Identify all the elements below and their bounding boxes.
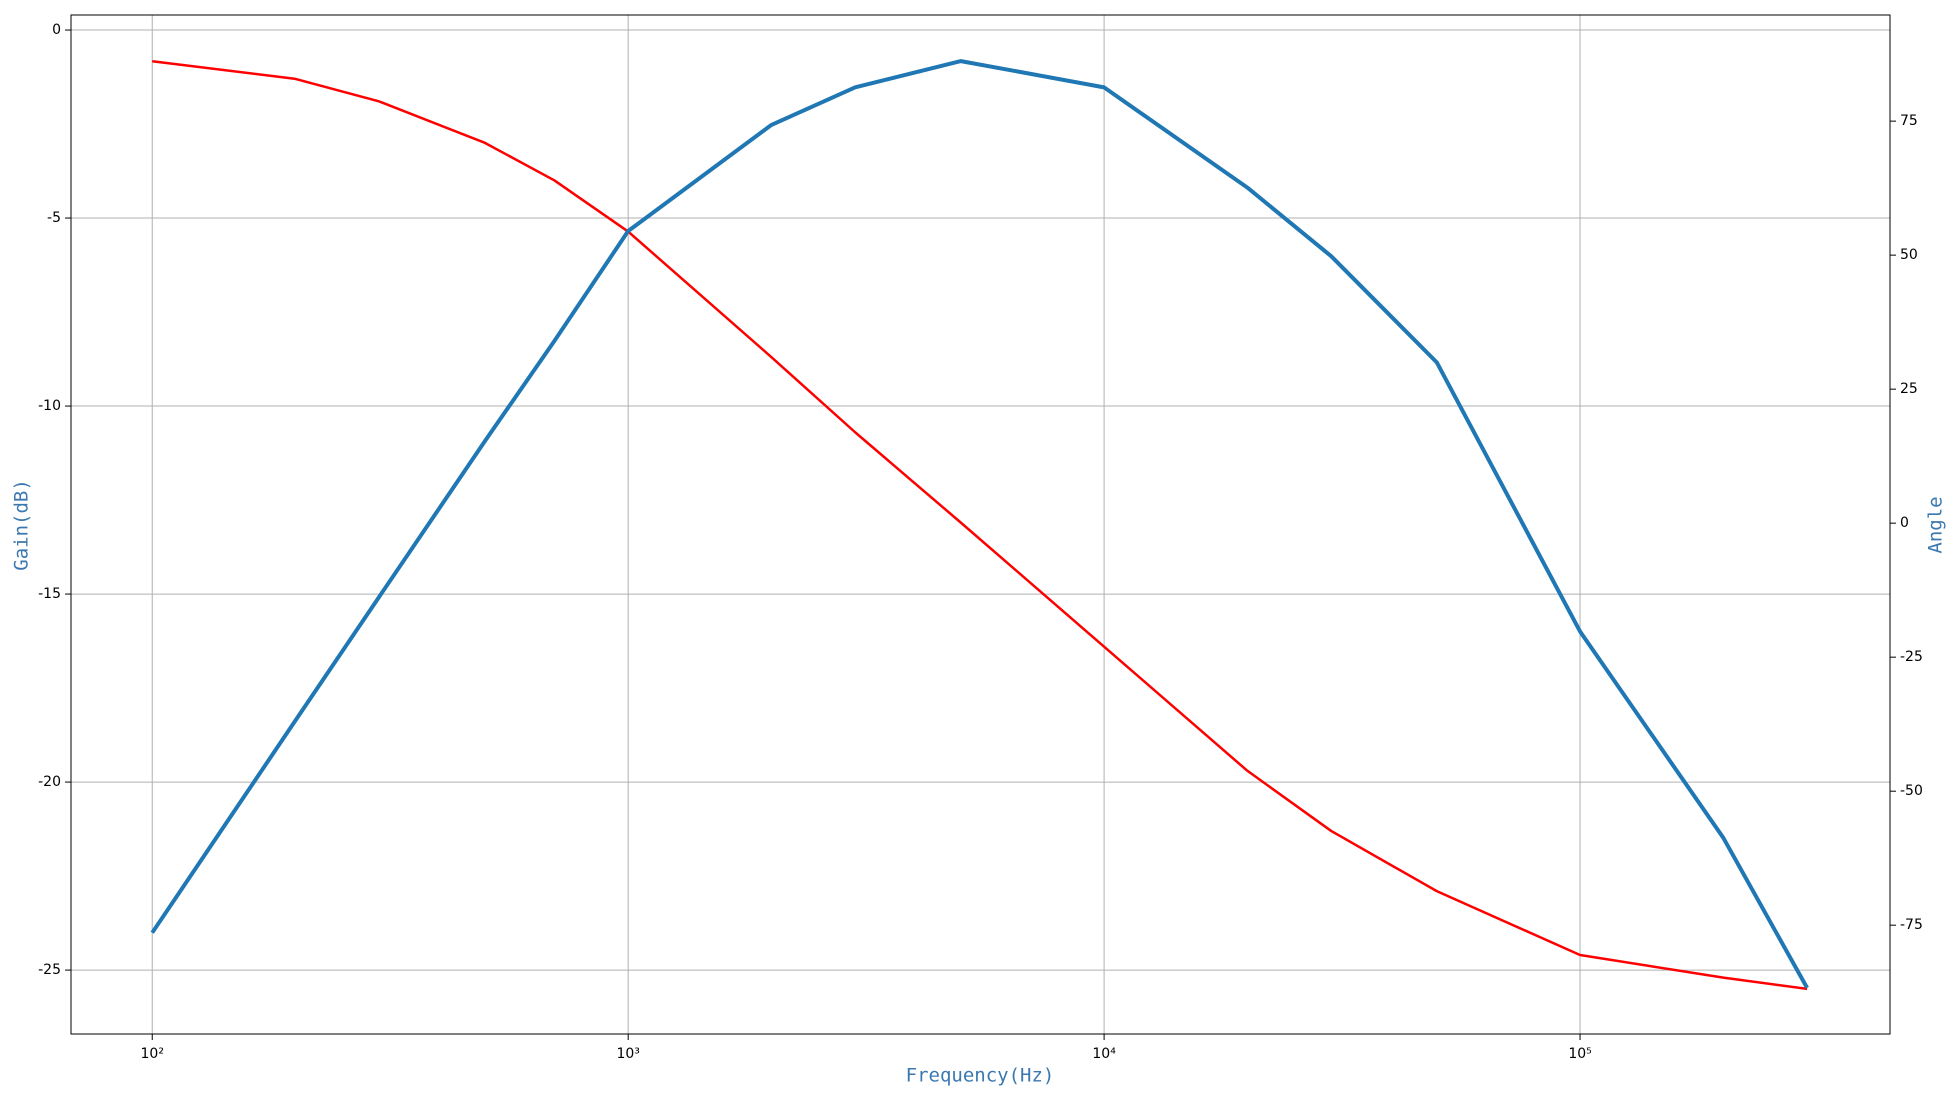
series-line [150,59,1809,989]
y-tick-label: 0 [52,22,61,38]
y-tick-label: -5 [47,210,61,226]
y-tick-label: -15 [38,586,61,602]
y2-tick-label: -25 [1900,649,1923,665]
x-tick-label: 10² [141,1046,164,1062]
y2-tick-label: -50 [1900,783,1923,799]
y2-tick-label: -75 [1900,917,1923,933]
y2-tick-label: 75 [1900,113,1918,129]
series-line [152,60,1808,991]
x-tick-label: 10⁵ [1568,1046,1591,1062]
x-tick-label: 10⁴ [1092,1046,1116,1062]
y-tick-label: -10 [38,398,61,414]
y-tick-label: -25 [38,962,61,978]
plot-frame [70,14,1891,1035]
y-tick-label: -20 [38,774,61,790]
x-axis-title: Frequency(Hz) [906,1065,1055,1087]
y2-tick-label: 25 [1900,381,1918,397]
y2-tick-label: 0 [1900,515,1909,531]
y2-tick-label: 50 [1900,247,1918,263]
y2-axis-title: Angle [1925,496,1947,553]
y-axis-title: Gain(dB) [11,479,33,571]
x-tick-label: 10³ [616,1046,639,1062]
